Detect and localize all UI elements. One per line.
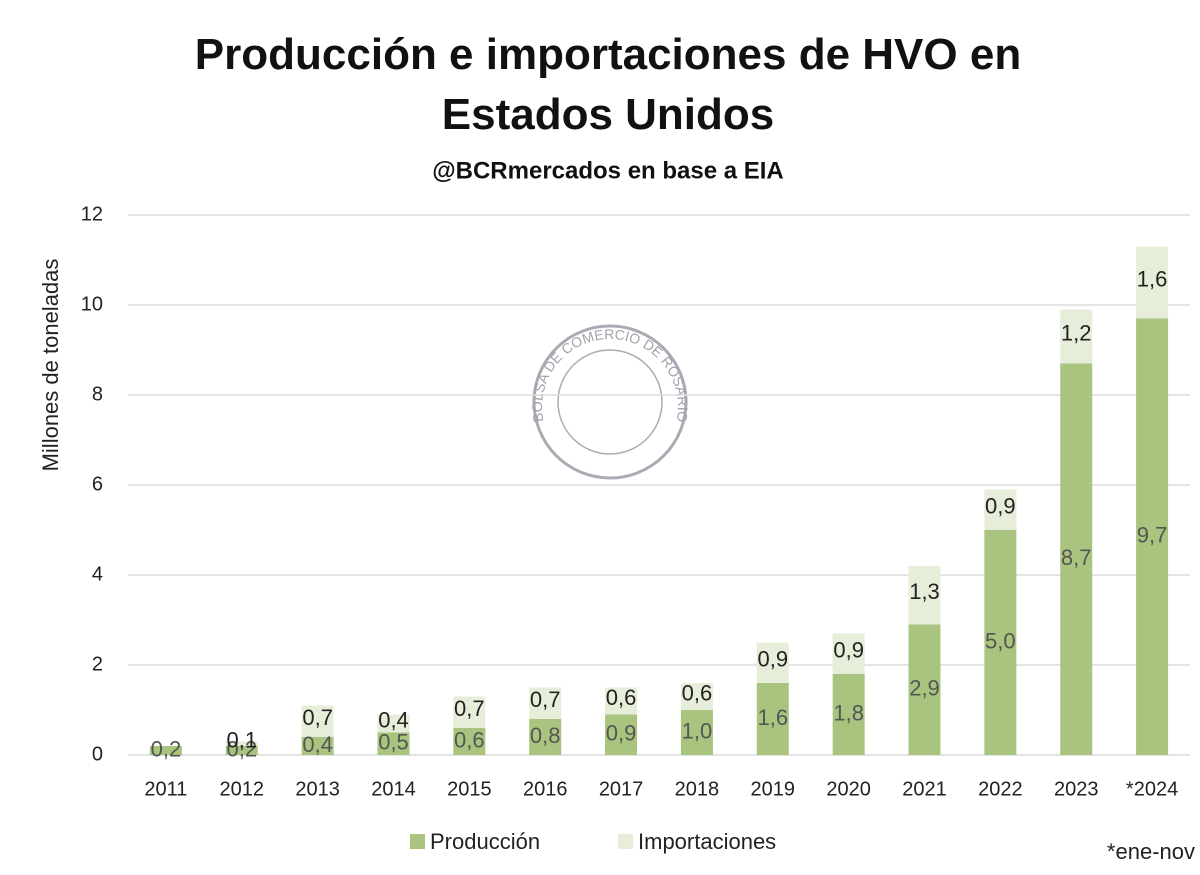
value-label: 0,1 — [226, 728, 257, 753]
y-tick-label: 8 — [92, 383, 103, 405]
x-tick-label: 2017 — [599, 778, 644, 800]
value-label: 1,0 — [682, 718, 713, 743]
bar-segment — [756, 683, 789, 755]
value-label: 0,7 — [454, 696, 485, 721]
x-tick-label: 2018 — [675, 778, 720, 800]
bar-segment — [529, 687, 562, 719]
bar-segment — [529, 719, 562, 755]
bar-segment — [680, 683, 713, 710]
bar-segment — [908, 566, 941, 625]
value-label: 5,0 — [985, 628, 1016, 653]
bar-segment — [301, 705, 334, 737]
x-tick-label: *2024 — [1126, 778, 1178, 800]
bar-segment — [1060, 363, 1093, 755]
x-tick-label: 2021 — [902, 778, 947, 800]
bar-segment — [605, 714, 638, 755]
bar-segment — [1060, 309, 1093, 364]
value-label: 0,9 — [985, 494, 1016, 519]
bar-segment — [680, 710, 713, 755]
value-label: 1,6 — [757, 705, 788, 730]
bar-segment — [984, 489, 1017, 530]
x-tick-label: 2020 — [826, 778, 871, 800]
bar-segment — [832, 674, 865, 755]
bar-segment — [149, 746, 182, 755]
x-tick-label: 2013 — [295, 778, 340, 800]
x-tick-label: 2011 — [144, 778, 187, 800]
bar-segment — [377, 714, 410, 733]
value-label: 0,7 — [302, 705, 333, 730]
bar-segment — [453, 728, 486, 755]
value-label: 1,6 — [1137, 266, 1168, 291]
value-label: 0,6 — [606, 685, 637, 710]
value-label: 0,9 — [833, 638, 864, 663]
bar-segment — [453, 696, 486, 728]
footnote: *ene-nov — [1107, 839, 1195, 864]
chart-title: Producción e importaciones de HVO en Esta… — [195, 30, 1021, 139]
legend-label: Producción — [430, 829, 540, 854]
legend-label: Importaciones — [638, 829, 776, 854]
y-tick-label: 10 — [81, 293, 103, 315]
value-label: 8,7 — [1061, 545, 1092, 570]
bar-segment — [225, 746, 258, 755]
value-label: 0,4 — [378, 707, 409, 732]
x-tick-label: 2015 — [447, 778, 492, 800]
bar-segment — [756, 642, 789, 683]
chart-subtitle: @BCRmercados en base a EIA — [432, 157, 784, 184]
y-tick-label: 6 — [92, 473, 103, 495]
x-tick-label: 2014 — [371, 778, 416, 800]
value-label: 0,9 — [606, 721, 637, 746]
value-label: 1,8 — [833, 700, 864, 725]
value-label: 0,4 — [302, 732, 333, 757]
legend-swatch — [618, 834, 633, 849]
bar-segment — [377, 732, 410, 755]
value-label: 0,2 — [151, 736, 182, 761]
bar-segment — [984, 530, 1017, 755]
y-tick-label: 4 — [92, 563, 103, 585]
x-tick-label: 2012 — [220, 778, 265, 800]
y-tick-label: 12 — [81, 203, 103, 225]
watermark-text: BOLSA DE COMERCIO DE ROSARIO — [529, 326, 691, 423]
y-tick-label: 0 — [92, 743, 103, 765]
value-label: 0,8 — [530, 723, 561, 748]
value-label: 0,7 — [530, 687, 561, 712]
value-label: 0,6 — [682, 680, 713, 705]
watermark: BOLSA DE COMERCIO DE ROSARIO — [529, 324, 691, 480]
y-axis-label: Millones de toneladas — [38, 259, 63, 472]
value-label: 0,5 — [378, 730, 409, 755]
value-label: 0,6 — [454, 727, 485, 752]
value-label: 0,2 — [226, 736, 257, 761]
x-tick-label: 2016 — [523, 778, 568, 800]
x-tick-label: 2022 — [978, 778, 1023, 800]
value-label: 2,9 — [909, 676, 940, 701]
bar-segment — [832, 633, 865, 674]
bar-segment — [225, 741, 258, 746]
value-label: 1,2 — [1061, 320, 1092, 345]
watermark-text: BOLSA DE COMERCIO DE ROSARIO — [529, 326, 691, 423]
legend-swatch — [410, 834, 425, 849]
bar-segment — [908, 624, 941, 755]
y-tick-label: 2 — [92, 653, 103, 675]
bar-segment — [1136, 246, 1169, 319]
bar-segment — [301, 737, 334, 755]
value-label: 9,7 — [1137, 523, 1168, 548]
value-label: 1,3 — [909, 579, 940, 604]
bar-segment — [1136, 318, 1169, 755]
bar-segment — [605, 687, 638, 715]
x-tick-label: 2023 — [1054, 778, 1099, 800]
x-tick-label: 2019 — [751, 778, 796, 800]
value-label: 0,9 — [757, 647, 788, 672]
